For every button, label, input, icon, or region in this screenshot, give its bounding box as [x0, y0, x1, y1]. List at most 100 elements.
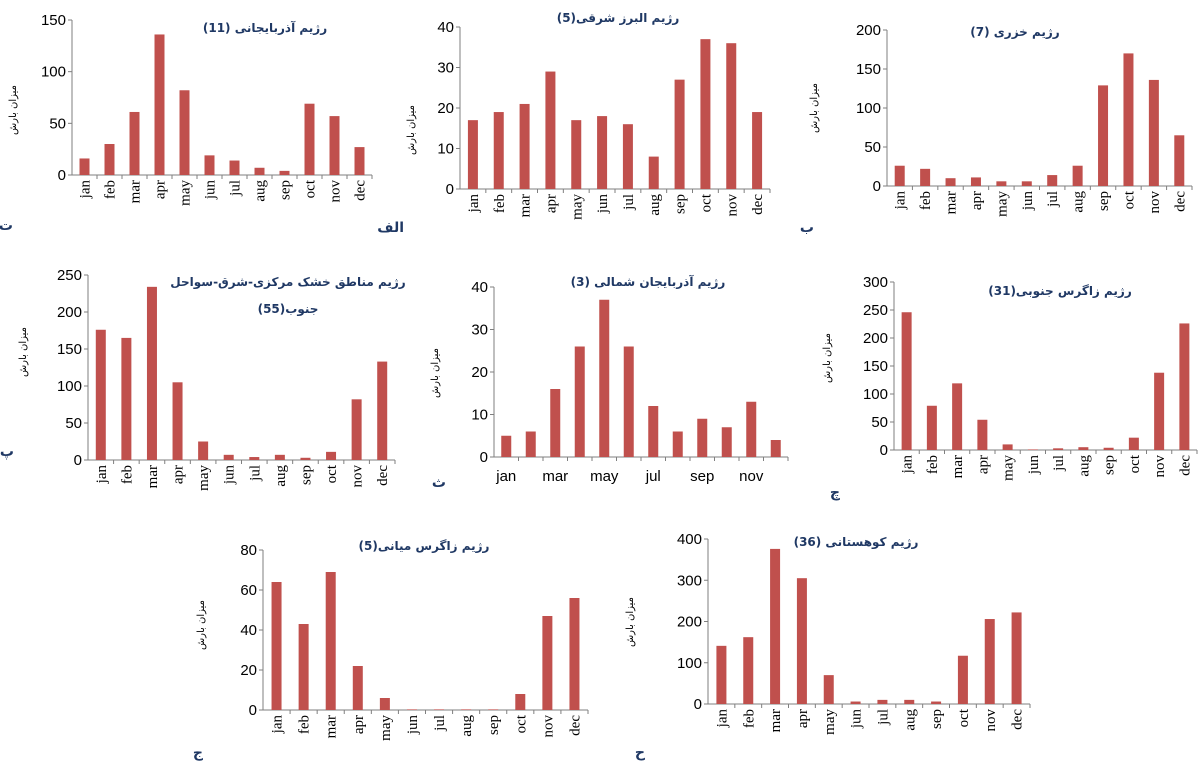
bar-aug: [648, 156, 659, 189]
panel-letter: پ: [0, 444, 14, 460]
bar-dec: [752, 112, 763, 189]
bar-aug: [274, 454, 285, 460]
x-tick-label: jul: [247, 465, 263, 482]
chart-panel-5: 0 10 20 30 40 jan mar may jul sep nov رژیم آذربایجا…: [430, 274, 789, 491]
x-tick-label: feb: [925, 455, 941, 474]
x-tick-label: oct: [698, 193, 714, 212]
x-tick-label: sep: [1096, 191, 1112, 211]
bar-oct: [721, 427, 732, 457]
y-tick-label: 50: [864, 139, 881, 156]
bar-apr: [545, 71, 556, 189]
x-tick-label: feb: [297, 715, 313, 734]
bar-dec: [1179, 323, 1190, 450]
bar-sep: [300, 457, 311, 460]
bar-jan: [501, 435, 512, 457]
bar-aug: [1072, 165, 1083, 186]
bar-jan: [894, 165, 905, 186]
y-tick-label: 80: [240, 542, 257, 559]
y-tick-label: 0: [694, 696, 702, 713]
panel-letter: ج: [193, 745, 204, 761]
x-tick-label: may: [178, 180, 194, 206]
panel-letter: چ: [830, 485, 841, 501]
x-tick-label: apr: [153, 180, 169, 199]
bar-feb: [493, 112, 504, 189]
bar-may: [179, 90, 190, 175]
bar-jan: [95, 329, 106, 460]
bar-oct: [515, 694, 526, 710]
x-tick-label: nov: [540, 715, 556, 738]
x-tick-label: nov: [1152, 455, 1168, 478]
x-tick-label: jun: [849, 709, 865, 730]
x-tick-label: jan: [714, 709, 730, 729]
bar-sep: [697, 418, 708, 457]
bar-dec: [1174, 135, 1185, 186]
x-tick-label: jun: [1020, 191, 1036, 212]
x-tick-label: sep: [278, 180, 294, 200]
x-tick-label: oct: [303, 179, 319, 198]
chart-panel-3: 0 50 100 150 200 jan feb mar apr may jun jul aug sep o…: [800, 22, 1193, 236]
bar-jul: [648, 406, 659, 457]
bar-sep: [279, 170, 290, 175]
bar-may: [571, 120, 582, 189]
x-tick-label: mar: [944, 191, 960, 214]
bar-sep: [1098, 85, 1109, 186]
x-tick-label: may: [196, 465, 212, 491]
y-tick-label: 200: [677, 614, 702, 631]
bar-jun: [1027, 449, 1038, 450]
x-tick-label: feb: [918, 191, 934, 210]
bar-jun: [597, 116, 608, 189]
y-tick-label: 100: [57, 378, 82, 395]
panel-letter: الف: [377, 220, 404, 236]
x-tick-label: sep: [298, 465, 314, 485]
x-tick-label: nov: [983, 709, 999, 732]
x-tick-label: sep: [486, 715, 502, 735]
bar-jul: [1053, 448, 1064, 450]
x-tick-label: may: [590, 468, 619, 485]
y-tick-label: 200: [856, 22, 881, 39]
x-tick-label: jun: [203, 180, 219, 201]
y-tick-label: 10: [437, 141, 454, 158]
x-tick-label: jun: [405, 715, 421, 736]
bar-nov: [329, 116, 340, 175]
x-tick-label: feb: [492, 194, 508, 213]
x-tick-label: feb: [119, 465, 135, 484]
y-tick-label: 150: [863, 358, 888, 375]
chart-panel-4: 0 50 100 150 200 250 jan feb mar apr may jun jul aug s…: [0, 267, 406, 491]
x-tick-label: aug: [459, 715, 475, 737]
chart-title-line-2: جنوب(55): [258, 302, 319, 317]
bar-feb: [104, 144, 115, 175]
x-tick-label: jan: [270, 715, 286, 735]
y-tick-label: 150: [57, 341, 82, 358]
bar-jun: [623, 346, 634, 457]
x-tick-label: jan: [893, 191, 909, 211]
x-tick-label: jun: [222, 465, 238, 486]
bar-jan: [79, 158, 90, 175]
y-tick-label: 20: [240, 662, 257, 679]
chart-title: رژیم البرز شرقی(5): [557, 11, 680, 25]
panel-letter: ت: [0, 218, 13, 234]
bar-aug: [904, 699, 915, 704]
bar-aug: [672, 431, 683, 457]
bar-aug: [254, 167, 265, 175]
bar-may: [599, 299, 610, 457]
x-tick-label: jul: [432, 715, 448, 732]
bar-oct: [1128, 437, 1139, 450]
bar-nov: [542, 616, 553, 710]
x-tick-label: sep: [673, 194, 689, 214]
bar-mar: [519, 103, 530, 189]
x-tick-label: aug: [902, 709, 918, 731]
bar-jun: [406, 709, 417, 710]
x-tick-label: apr: [351, 715, 367, 734]
y-tick-label: 30: [437, 60, 454, 77]
bar-may: [198, 441, 209, 460]
bar-oct: [304, 103, 315, 175]
bar-jun: [850, 701, 861, 704]
x-tick-label: aug: [1076, 455, 1092, 477]
bar-dec: [377, 361, 388, 460]
x-tick-label: aug: [647, 194, 663, 216]
bar-aug: [1078, 447, 1089, 450]
x-tick-label: may: [822, 709, 838, 735]
bar-jan: [467, 120, 478, 189]
x-tick-label: dec: [567, 715, 583, 736]
y-tick-label: 100: [41, 64, 66, 81]
